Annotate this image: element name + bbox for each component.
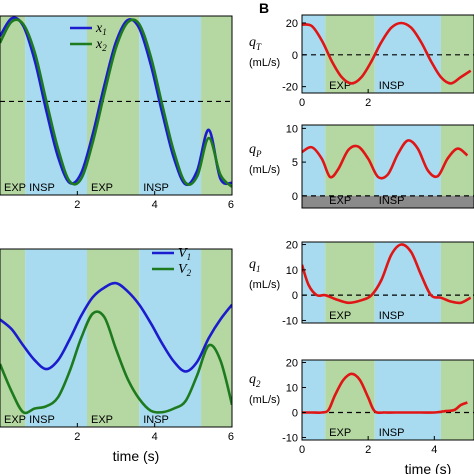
y-tick-label: 0 (292, 50, 298, 62)
chart-right-qP: EXP INSP 10 5 0 qP (mL/s) (249, 123, 474, 209)
plot-frame (301, 241, 474, 324)
phase-label: EXP (91, 182, 113, 194)
x-tick-label: 2 (74, 199, 80, 211)
plot-frame (301, 124, 474, 209)
phase-label: EXP (329, 80, 351, 92)
plot-frame (301, 359, 474, 441)
phase-band-insp (374, 125, 441, 208)
panel-variable-label: qT (249, 35, 262, 52)
legend-entry: V2 (178, 262, 192, 278)
plot-frame (0, 248, 233, 428)
y-tick-label: 0 (292, 290, 298, 302)
phase-label: INSP (29, 414, 55, 426)
x-tick-label: 2 (365, 444, 371, 456)
series-line-q (302, 21, 472, 85)
y-tick-label: 5 (292, 157, 298, 169)
x-axis-label: time (s) (405, 461, 452, 474)
x-tick-label: 0 (299, 97, 305, 109)
phase-label: INSP (143, 414, 169, 426)
panel-letter: B (259, 0, 269, 16)
y-tick-label: -10 (282, 433, 298, 445)
x-tick-label: 4 (152, 431, 158, 443)
x-tick-label: 0 (299, 444, 305, 456)
phase-band-insp (139, 16, 202, 195)
gray-band (302, 195, 474, 208)
x-tick-label: 4 (431, 444, 437, 456)
phase-band-exp (201, 249, 232, 427)
phase-band-insp (25, 16, 88, 195)
phase-label: INSP (379, 310, 405, 322)
phase-band-insp (374, 242, 441, 323)
legend-entry: V1 (178, 246, 191, 262)
phase-label: EXP (91, 414, 113, 426)
y-tick-label: 10 (286, 383, 298, 395)
unit-label: (mL/s) (249, 279, 280, 291)
phase-label: EXP (329, 195, 351, 207)
phase-label: INSP (379, 427, 405, 439)
phase-band-exp (440, 360, 474, 440)
phase-band-insp (139, 249, 202, 427)
y-tick-label: -20 (282, 82, 298, 94)
legend-entry: x2 (95, 37, 107, 53)
phase-band-exp (440, 125, 474, 208)
unit-label: (mL/s) (249, 164, 280, 176)
phase-band-insp (302, 125, 326, 208)
legend-entry: x1 (95, 21, 107, 37)
x-axis-label: time (s) (113, 448, 160, 464)
phase-band-exp (440, 242, 474, 323)
y-tick-label: 10 (286, 265, 298, 277)
y-tick-label: 0 (292, 191, 298, 203)
phase-band-exp (325, 242, 375, 323)
series-line-q (302, 372, 468, 415)
y-tick-label: -10 (282, 315, 298, 327)
y-tick-label: 10 (286, 123, 298, 135)
phase-label: INSP (29, 182, 55, 194)
series-line-V2 (0, 310, 232, 415)
phase-label: INSP (379, 80, 405, 92)
phase-band-insp (302, 360, 326, 440)
phase-band-insp (374, 15, 441, 93)
y-tick-label: 20 (286, 18, 298, 30)
y-tick-label: 20 (286, 240, 298, 252)
y-tick-label: 20 (286, 358, 298, 370)
panel-variable-label: qP (249, 142, 262, 159)
phase-band-exp (0, 249, 26, 427)
series-line-V1 (0, 281, 232, 373)
unit-label: (mL/s) (249, 57, 280, 69)
y-tick-label: 0 (292, 408, 298, 420)
x-tick-label: 2 (365, 97, 371, 109)
phase-label: INSP (379, 195, 405, 207)
x-tick-label: 6 (228, 199, 234, 211)
series-line-q (302, 139, 469, 180)
unit-label: (mL/s) (249, 394, 280, 406)
phase-band-insp (374, 360, 441, 440)
phase-label: EXP (4, 414, 26, 426)
phase-band-exp (325, 125, 375, 208)
phase-band-exp (87, 16, 140, 195)
x-tick-label: 6 (228, 431, 234, 443)
panel-variable-label: q2 (249, 372, 261, 389)
series-line-q (302, 243, 472, 305)
phase-label: EXP (329, 310, 351, 322)
series-line-x1 (0, 16, 232, 187)
phase-band-insp (302, 242, 326, 323)
phase-band-exp (0, 16, 26, 195)
x-tick-label: 2 (74, 431, 80, 443)
phase-label: EXP (329, 427, 351, 439)
series-line-x2 (0, 18, 232, 188)
phase-label: INSP (143, 182, 169, 194)
chart-right-q1: EXP INSP 20 10 0 -10 q1 (mL/s) (249, 240, 474, 327)
phase-label: EXP (4, 182, 26, 194)
plot-frame (301, 14, 474, 94)
phase-band-insp (25, 249, 88, 427)
phase-band-exp (325, 15, 375, 93)
x-tick-label: 4 (152, 199, 158, 211)
panel-variable-label: q1 (249, 257, 261, 274)
plot-frame (0, 15, 233, 196)
